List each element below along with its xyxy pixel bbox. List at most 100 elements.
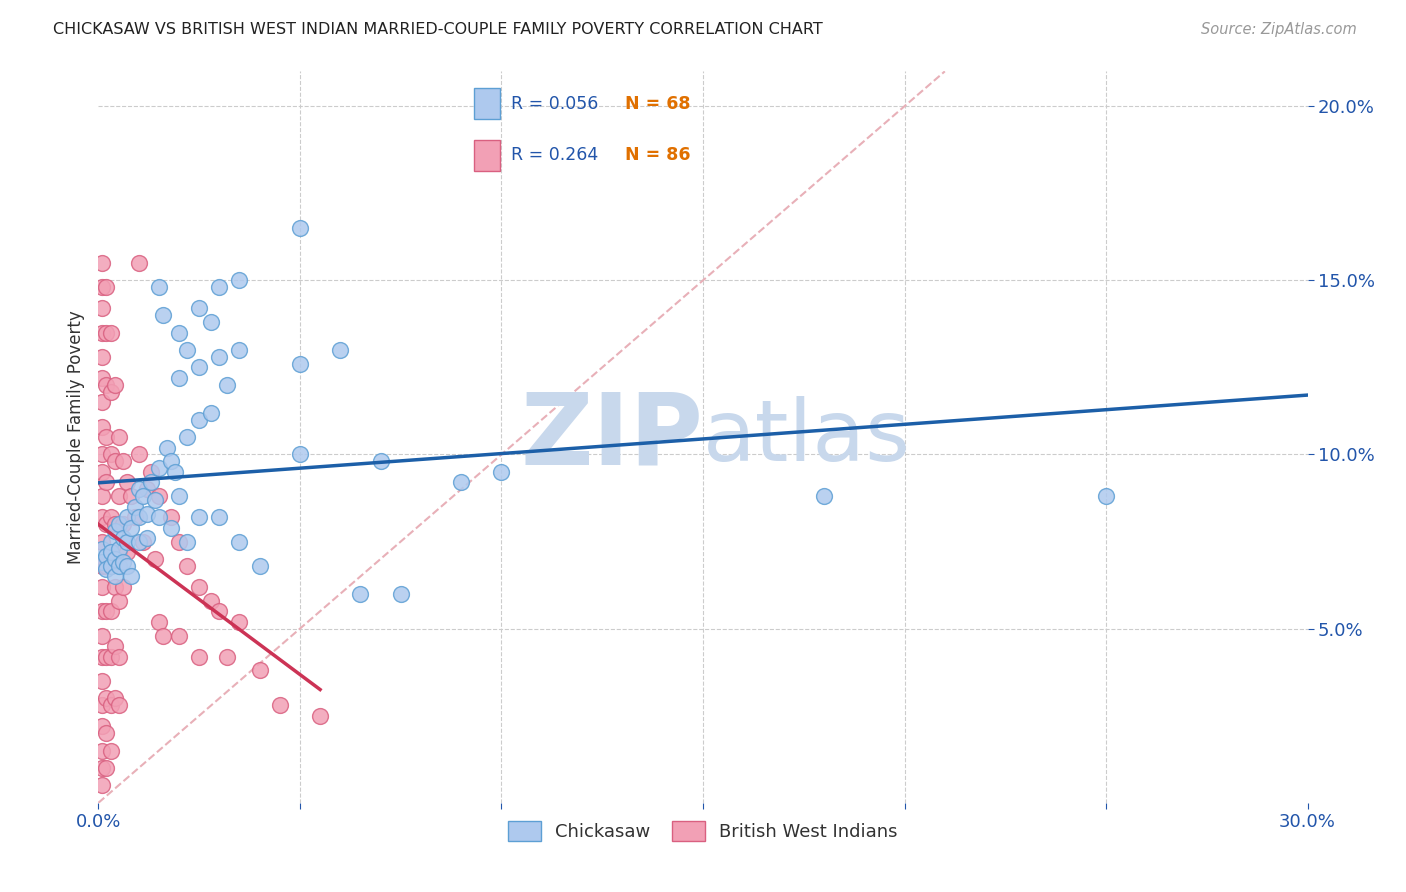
Point bbox=[115, 510, 138, 524]
Point bbox=[163, 465, 186, 479]
Point bbox=[103, 454, 125, 468]
Point bbox=[167, 629, 190, 643]
Text: N = 68: N = 68 bbox=[626, 95, 690, 113]
Point bbox=[228, 273, 250, 287]
Point bbox=[120, 489, 142, 503]
Point bbox=[107, 545, 129, 559]
Point bbox=[200, 315, 222, 329]
FancyBboxPatch shape bbox=[474, 88, 501, 120]
Point bbox=[160, 521, 183, 535]
Point bbox=[200, 406, 222, 420]
Point bbox=[148, 489, 170, 503]
Point bbox=[91, 604, 114, 618]
Point bbox=[148, 280, 170, 294]
Point bbox=[96, 475, 118, 490]
Point bbox=[491, 465, 513, 479]
Point bbox=[100, 558, 122, 573]
Point bbox=[288, 221, 311, 235]
Point bbox=[111, 517, 134, 532]
Point bbox=[91, 256, 114, 270]
Point bbox=[91, 301, 114, 316]
Point bbox=[188, 510, 211, 524]
Point bbox=[349, 587, 371, 601]
Point bbox=[96, 430, 118, 444]
Point bbox=[143, 492, 166, 507]
Point bbox=[107, 594, 129, 608]
Point bbox=[176, 534, 198, 549]
Point bbox=[309, 708, 332, 723]
Legend: Chickasaw, British West Indians: Chickasaw, British West Indians bbox=[501, 814, 905, 848]
Point bbox=[167, 489, 190, 503]
Point bbox=[96, 549, 118, 563]
Point bbox=[269, 698, 291, 713]
Point bbox=[111, 454, 134, 468]
Point bbox=[103, 517, 125, 532]
Point bbox=[160, 510, 183, 524]
Point bbox=[96, 558, 118, 573]
Point bbox=[132, 534, 155, 549]
Point bbox=[91, 419, 114, 434]
Point bbox=[100, 384, 122, 399]
Point bbox=[120, 521, 142, 535]
Point bbox=[100, 698, 122, 713]
Point bbox=[91, 743, 114, 757]
Point bbox=[128, 448, 150, 462]
Point bbox=[135, 507, 157, 521]
Point bbox=[91, 510, 114, 524]
Point bbox=[100, 545, 122, 559]
Point bbox=[249, 664, 271, 678]
Point bbox=[156, 441, 179, 455]
Point bbox=[91, 719, 114, 733]
Point bbox=[167, 534, 190, 549]
Point bbox=[91, 395, 114, 409]
Point bbox=[152, 308, 174, 322]
Point bbox=[813, 489, 835, 503]
Point bbox=[96, 280, 118, 294]
Point bbox=[103, 639, 125, 653]
Point bbox=[217, 649, 239, 664]
Point bbox=[96, 649, 118, 664]
Point bbox=[107, 489, 129, 503]
Point bbox=[228, 343, 250, 357]
Text: N = 86: N = 86 bbox=[626, 146, 690, 164]
Point bbox=[91, 465, 114, 479]
Point bbox=[124, 500, 146, 514]
Point bbox=[329, 343, 352, 357]
Point bbox=[107, 698, 129, 713]
Point bbox=[139, 465, 162, 479]
Point bbox=[107, 558, 129, 573]
Point bbox=[96, 326, 118, 340]
Point bbox=[96, 377, 118, 392]
Point bbox=[107, 517, 129, 532]
Point bbox=[91, 761, 114, 775]
Text: atlas: atlas bbox=[703, 395, 911, 479]
Point bbox=[1095, 489, 1118, 503]
Point bbox=[115, 475, 138, 490]
Point bbox=[450, 475, 472, 490]
Point bbox=[103, 377, 125, 392]
Point bbox=[91, 371, 114, 385]
Point bbox=[107, 649, 129, 664]
Point bbox=[120, 569, 142, 583]
Point bbox=[91, 489, 114, 503]
Point bbox=[167, 326, 190, 340]
Point bbox=[208, 280, 231, 294]
FancyBboxPatch shape bbox=[474, 140, 501, 170]
Point bbox=[370, 454, 392, 468]
Point bbox=[91, 580, 114, 594]
Point bbox=[128, 510, 150, 524]
Point bbox=[91, 534, 114, 549]
Point bbox=[148, 510, 170, 524]
Point bbox=[96, 604, 118, 618]
Point bbox=[103, 552, 125, 566]
Point bbox=[249, 558, 271, 573]
Point bbox=[148, 461, 170, 475]
Point bbox=[208, 604, 231, 618]
Point bbox=[389, 587, 412, 601]
Point bbox=[103, 524, 125, 538]
Point bbox=[128, 483, 150, 497]
Point bbox=[103, 580, 125, 594]
Point bbox=[103, 569, 125, 583]
Point bbox=[188, 412, 211, 426]
Point bbox=[91, 778, 114, 792]
